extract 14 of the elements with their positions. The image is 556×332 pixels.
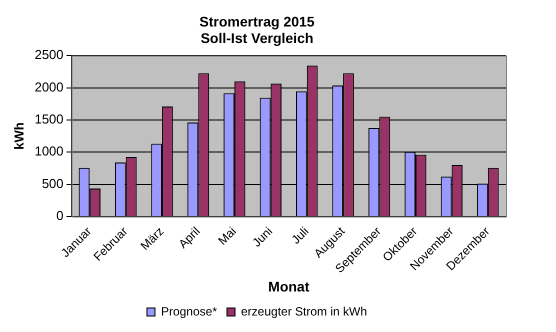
- y-tick-label: 500: [42, 176, 64, 191]
- x-tick-label: Juni: [250, 224, 276, 250]
- y-tick-label: 1000: [34, 144, 64, 159]
- x-tick-label: Mai: [215, 224, 239, 248]
- legend-label: Prognose*: [160, 304, 218, 318]
- y-axis-title: kWh: [11, 122, 26, 150]
- legend-label: erzeugter Strom in kWh: [241, 304, 368, 318]
- y-tick-label: 0: [56, 208, 64, 224]
- y-tick-label: 2500: [34, 47, 64, 62]
- y-tick-label: 2000: [34, 79, 64, 94]
- y-tick-label: 1500: [34, 112, 64, 127]
- chart-title: Stromertrag 2015 Soll-Ist Vergleich: [199, 13, 315, 46]
- x-tick-label: Juli: [288, 224, 312, 247]
- x-axis-title: Monat: [268, 278, 310, 294]
